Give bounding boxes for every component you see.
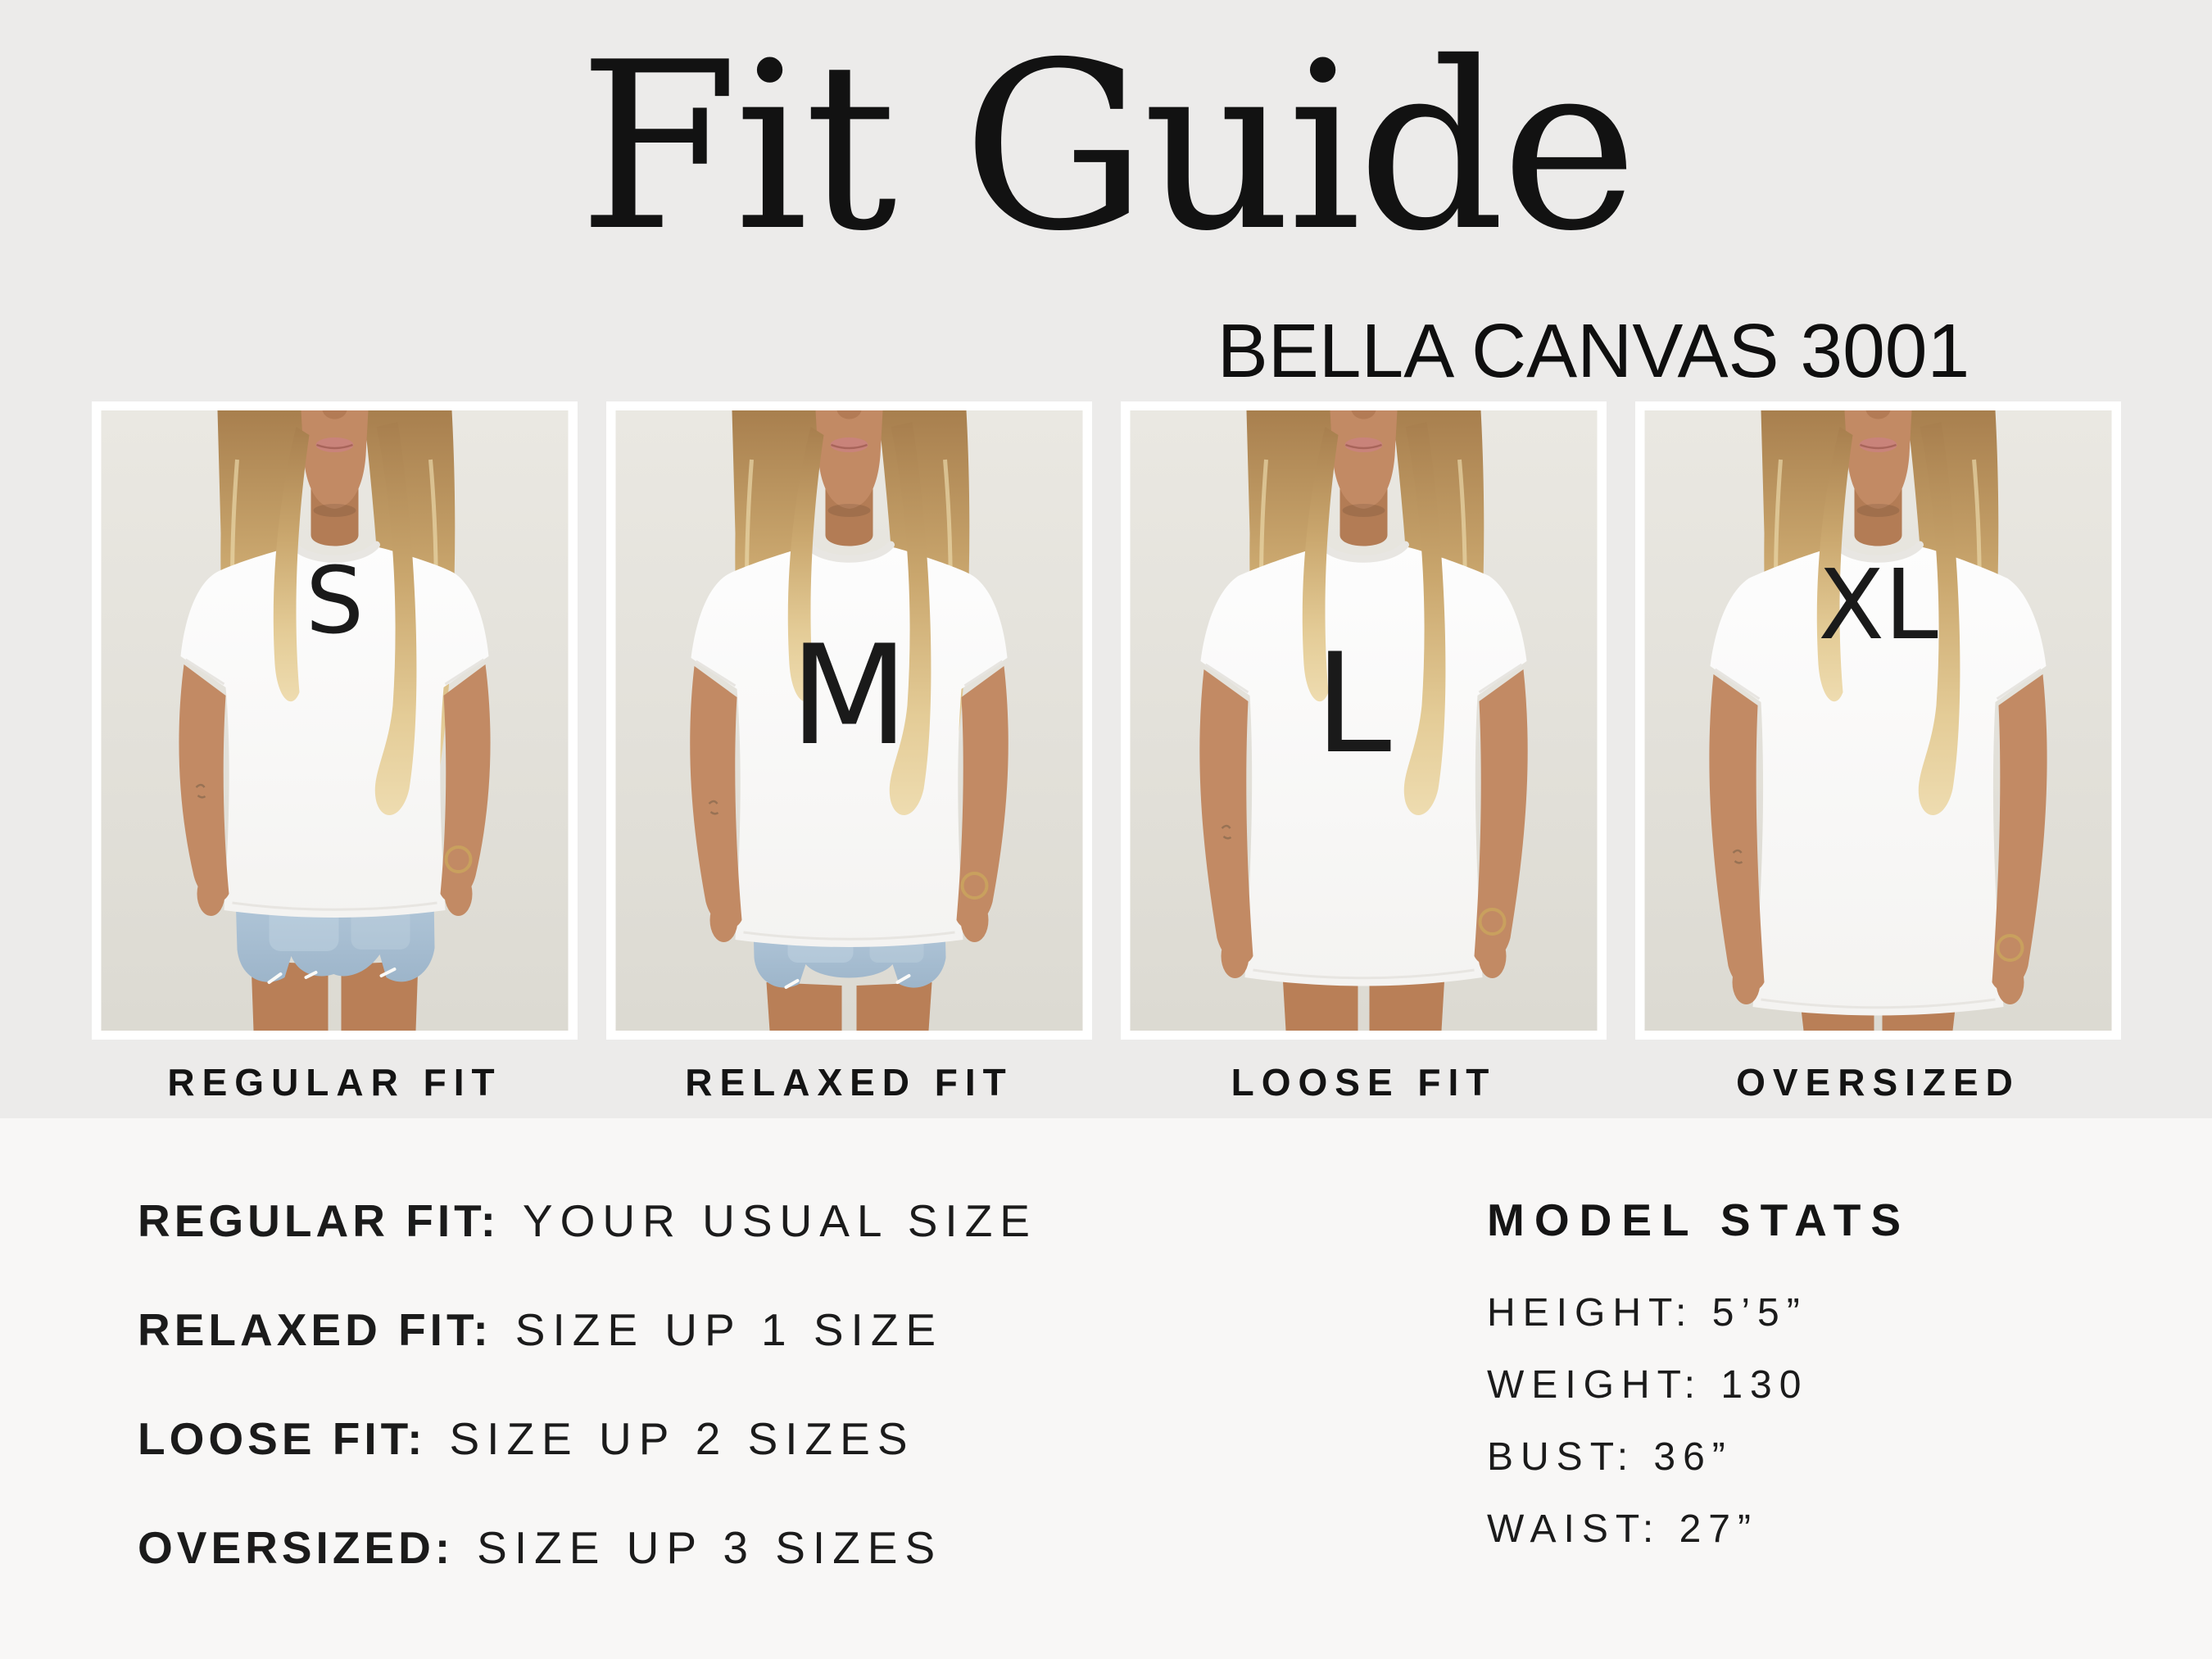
page-subtitle: BELLA CANVAS 3001 bbox=[1217, 308, 1970, 393]
rule-value: SIZE UP 1 SIZE bbox=[514, 1304, 944, 1355]
model-photo-m: M bbox=[615, 410, 1083, 1031]
rule-oversized: OVERSIZED: SIZE UP 3 SIZES bbox=[138, 1525, 1037, 1571]
rule-relaxed: RELAXED FIT: SIZE UP 1 SIZE bbox=[138, 1308, 1037, 1353]
rule-label: LOOSE FIT: bbox=[138, 1413, 427, 1464]
fit-card-l: L bbox=[1121, 401, 1607, 1040]
rule-regular: REGULAR FIT: YOUR USUAL SIZE bbox=[138, 1199, 1037, 1244]
fit-card-xl: XL bbox=[1635, 401, 2121, 1040]
fit-label-oversized: OVERSIZED bbox=[1736, 1061, 2020, 1104]
model-stats-weight: WEIGHT: 130 bbox=[1487, 1363, 1809, 1407]
model-photo-s: S bbox=[101, 410, 569, 1031]
model-photo-xl: XL bbox=[1644, 410, 2112, 1031]
fit-card-m: M bbox=[606, 401, 1092, 1040]
bottom-band bbox=[0, 1118, 2212, 1659]
fit-card-s: S bbox=[92, 401, 578, 1040]
rule-value: SIZE UP 3 SIZES bbox=[477, 1522, 943, 1573]
model-stats-bust: BUST: 36” bbox=[1487, 1435, 1733, 1479]
rule-label: RELAXED FIT: bbox=[138, 1304, 492, 1355]
model-stats-waist: WAIST: 27” bbox=[1487, 1507, 1758, 1551]
size-letter: S bbox=[306, 548, 364, 655]
fit-photo-row: S bbox=[92, 401, 2121, 1040]
size-letter: XL bbox=[1818, 548, 1938, 661]
fit-rules: REGULAR FIT: YOUR USUAL SIZE RELAXED FIT:… bbox=[138, 1199, 1037, 1634]
rule-value: SIZE UP 2 SIZES bbox=[449, 1413, 915, 1464]
rule-loose: LOOSE FIT: SIZE UP 2 SIZES bbox=[138, 1416, 1037, 1462]
model-photo-l: L bbox=[1130, 410, 1598, 1031]
fit-label-relaxed: RELAXED FIT bbox=[685, 1061, 1013, 1104]
fit-label-regular: REGULAR FIT bbox=[167, 1061, 502, 1104]
rule-label: OVERSIZED: bbox=[138, 1522, 455, 1573]
rule-label: REGULAR FIT: bbox=[138, 1195, 500, 1246]
rule-value: YOUR USUAL SIZE bbox=[522, 1195, 1037, 1246]
size-letter: L bbox=[1315, 623, 1392, 784]
model-stats-heading: MODEL STATS bbox=[1487, 1194, 1911, 1245]
model-stats-height: HEIGHT: 5’5” bbox=[1487, 1291, 1807, 1335]
fit-label-row: REGULAR FIT RELAXED FIT LOOSE FIT OVERSI… bbox=[92, 1063, 2121, 1101]
model-stats: MODEL STATS HEIGHT: 5’5” WEIGHT: 130 BUS… bbox=[1487, 1198, 1911, 1582]
size-letter: M bbox=[790, 615, 909, 776]
fit-label-loose: LOOSE FIT bbox=[1231, 1061, 1497, 1104]
page-title: Fit Guide bbox=[578, 12, 1638, 282]
